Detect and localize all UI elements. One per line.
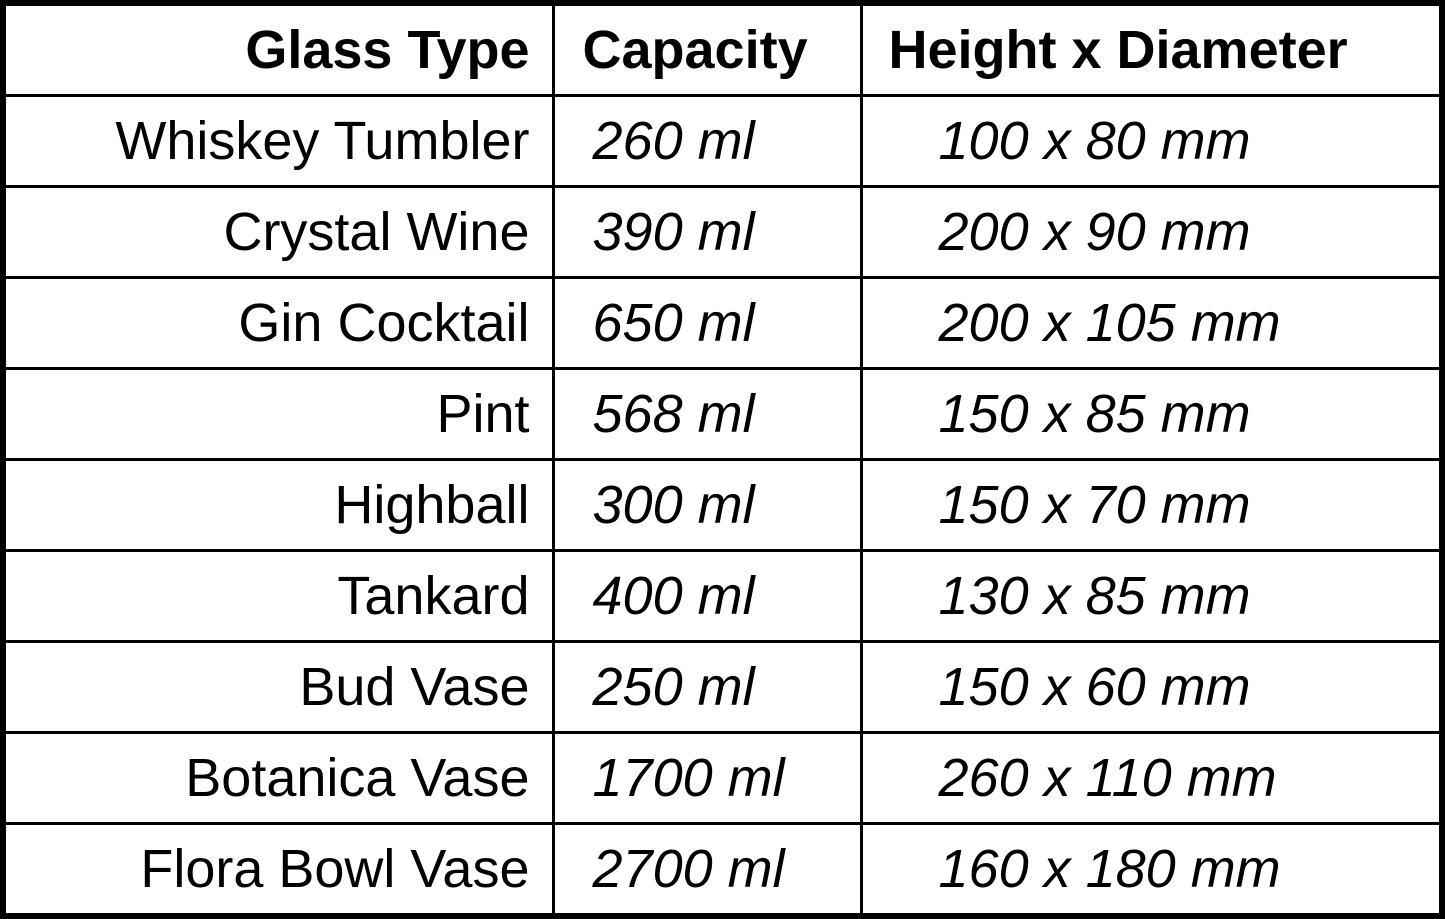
cell-glass-type: Highball bbox=[1, 458, 555, 552]
table-row: Botanica Vase 1700 ml 260 x 110 mm bbox=[1, 731, 1444, 825]
table-row: Whiskey Tumbler 260 ml 100 x 80 mm bbox=[1, 94, 1444, 188]
cell-glass-type: Tankard bbox=[1, 549, 555, 643]
table-row: Flora Bowl Vase 2700 ml 160 x 180 mm bbox=[1, 822, 1444, 918]
cell-capacity: 400 ml bbox=[551, 549, 863, 643]
cell-glass-type: Pint bbox=[1, 367, 555, 461]
cell-dimensions: 260 x 110 mm bbox=[859, 731, 1444, 825]
cell-glass-type: Flora Bowl Vase bbox=[1, 822, 555, 918]
cell-glass-type: Gin Cocktail bbox=[1, 276, 555, 370]
header-dimensions: Height x Diameter bbox=[859, 1, 1444, 97]
cell-capacity: 650 ml bbox=[551, 276, 863, 370]
cell-capacity: 250 ml bbox=[551, 640, 863, 734]
header-row: Glass Type Capacity Height x Diameter bbox=[1, 1, 1444, 97]
table-row: Tankard 400 ml 130 x 85 mm bbox=[1, 549, 1444, 643]
cell-dimensions: 200 x 105 mm bbox=[859, 276, 1444, 370]
cell-glass-type: Botanica Vase bbox=[1, 731, 555, 825]
cell-dimensions: 150 x 85 mm bbox=[859, 367, 1444, 461]
cell-capacity: 1700 ml bbox=[551, 731, 863, 825]
cell-dimensions: 150 x 70 mm bbox=[859, 458, 1444, 552]
cell-glass-type: Bud Vase bbox=[1, 640, 555, 734]
cell-capacity: 2700 ml bbox=[551, 822, 863, 918]
table-row: Crystal Wine 390 ml 200 x 90 mm bbox=[1, 185, 1444, 279]
header-capacity: Capacity bbox=[551, 1, 863, 97]
cell-capacity: 568 ml bbox=[551, 367, 863, 461]
cell-capacity: 390 ml bbox=[551, 185, 863, 279]
table-row: Pint 568 ml 150 x 85 mm bbox=[1, 367, 1444, 461]
cell-dimensions: 100 x 80 mm bbox=[859, 94, 1444, 188]
table-row: Gin Cocktail 650 ml 200 x 105 mm bbox=[1, 276, 1444, 370]
cell-dimensions: 160 x 180 mm bbox=[859, 822, 1444, 918]
header-glass-type: Glass Type bbox=[1, 1, 555, 97]
cell-dimensions: 150 x 60 mm bbox=[859, 640, 1444, 734]
cell-capacity: 300 ml bbox=[551, 458, 863, 552]
cell-dimensions: 200 x 90 mm bbox=[859, 185, 1444, 279]
cell-dimensions: 130 x 85 mm bbox=[859, 549, 1444, 643]
cell-glass-type: Crystal Wine bbox=[1, 185, 555, 279]
table-row: Bud Vase 250 ml 150 x 60 mm bbox=[1, 640, 1444, 734]
cell-capacity: 260 ml bbox=[551, 94, 863, 188]
table-row: Highball 300 ml 150 x 70 mm bbox=[1, 458, 1444, 552]
cell-glass-type: Whiskey Tumbler bbox=[1, 94, 555, 188]
